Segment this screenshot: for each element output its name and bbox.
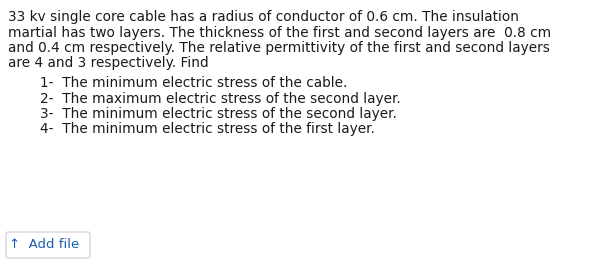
Text: 1-  The minimum electric stress of the cable.: 1- The minimum electric stress of the ca… [40, 76, 347, 90]
Text: and 0.4 cm respectively. The relative permittivity of the first and second layer: and 0.4 cm respectively. The relative pe… [8, 41, 550, 55]
FancyBboxPatch shape [6, 232, 90, 258]
Text: martial has two layers. The thickness of the first and second layers are  0.8 cm: martial has two layers. The thickness of… [8, 26, 551, 40]
Text: 3-  The minimum electric stress of the second layer.: 3- The minimum electric stress of the se… [40, 107, 397, 121]
Text: 2-  The maximum electric stress of the second layer.: 2- The maximum electric stress of the se… [40, 92, 401, 106]
Text: are 4 and 3 respectively. Find: are 4 and 3 respectively. Find [8, 56, 209, 70]
Text: 33 kv single core cable has a radius of conductor of 0.6 cm. The insulation: 33 kv single core cable has a radius of … [8, 10, 519, 24]
Text: ↑  Add file: ↑ Add file [9, 238, 79, 252]
Text: 4-  The minimum electric stress of the first layer.: 4- The minimum electric stress of the fi… [40, 122, 375, 136]
